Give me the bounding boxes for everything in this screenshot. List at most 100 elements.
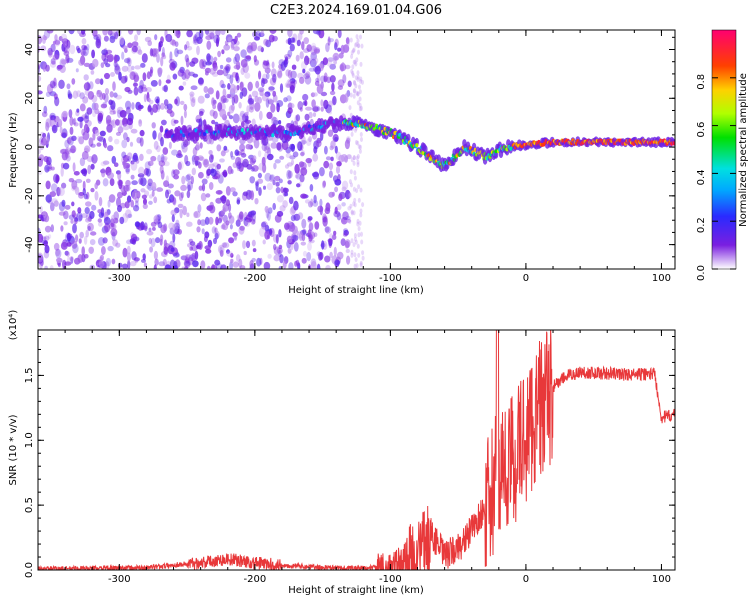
heatmap-cell bbox=[275, 181, 280, 188]
heatmap-cell bbox=[54, 248, 61, 257]
heatmap-cell bbox=[346, 255, 351, 265]
heatmap-cell bbox=[311, 57, 319, 65]
heatmap-cell bbox=[218, 123, 223, 132]
heatmap-cell bbox=[310, 198, 314, 207]
heatmap-cell bbox=[348, 192, 352, 198]
heatmap-cell bbox=[242, 63, 249, 74]
heatmap-cell bbox=[238, 102, 242, 109]
heatmap-cell bbox=[142, 72, 147, 82]
heatmap-cell bbox=[254, 102, 261, 112]
heatmap-cell bbox=[240, 49, 247, 58]
heatmap-cell bbox=[174, 190, 181, 197]
heatmap-cell bbox=[161, 155, 168, 161]
heatmap-cell bbox=[353, 170, 357, 176]
heatmap-cell bbox=[273, 244, 277, 251]
heatmap-cell bbox=[336, 161, 342, 167]
heatmap-cell bbox=[316, 73, 321, 83]
heatmap-cell bbox=[201, 228, 205, 235]
y-tick-label: 0.5 bbox=[24, 497, 35, 513]
heatmap-cell bbox=[359, 61, 363, 67]
heatmap-cell bbox=[174, 30, 178, 37]
heatmap-cell bbox=[406, 133, 411, 142]
heatmap-cell bbox=[306, 251, 312, 262]
heatmap-cell bbox=[320, 106, 324, 112]
heatmap-cell bbox=[180, 184, 188, 191]
heatmap-cell bbox=[322, 57, 328, 66]
heatmap-cell bbox=[360, 137, 363, 142]
heatmap-cell bbox=[264, 205, 269, 213]
heatmap-cell bbox=[70, 145, 77, 154]
heatmap-cell bbox=[109, 222, 115, 230]
heatmap-cell bbox=[82, 96, 89, 104]
heatmap-cell bbox=[326, 59, 333, 67]
heatmap-cell bbox=[234, 35, 238, 43]
heatmap-cell bbox=[163, 246, 169, 255]
heatmap-cell bbox=[153, 250, 158, 260]
heatmap-cell bbox=[68, 109, 73, 118]
heatmap-cell bbox=[350, 131, 354, 137]
heatmap-cell bbox=[229, 83, 236, 94]
heatmap-cell bbox=[267, 153, 274, 161]
spectrogram-frame bbox=[37, 29, 676, 270]
heatmap-cell bbox=[252, 248, 257, 253]
heatmap-cell bbox=[352, 155, 356, 161]
heatmap-cell bbox=[107, 30, 113, 36]
heatmap-cell bbox=[177, 161, 182, 171]
x-tick-label: -200 bbox=[243, 273, 266, 284]
heatmap-cell bbox=[131, 41, 139, 47]
heatmap-cell bbox=[316, 263, 321, 269]
heatmap-cell bbox=[334, 38, 339, 48]
heatmap-cell bbox=[70, 256, 74, 264]
heatmap-cell bbox=[345, 215, 351, 221]
heatmap-cell bbox=[146, 231, 154, 236]
heatmap-cell bbox=[114, 65, 121, 75]
heatmap-cell bbox=[228, 237, 235, 244]
heatmap-cell bbox=[133, 257, 140, 262]
heatmap-cell bbox=[40, 45, 47, 52]
heatmap-cell bbox=[127, 57, 132, 67]
heatmap-cell bbox=[272, 35, 278, 42]
heatmap-cell bbox=[351, 64, 355, 70]
heatmap-cell bbox=[310, 45, 318, 56]
heatmap-cell bbox=[287, 69, 293, 79]
heatmap-cell bbox=[361, 255, 365, 261]
heatmap-cell bbox=[152, 53, 158, 58]
heatmap-cell bbox=[285, 69, 291, 77]
heatmap-cell bbox=[113, 54, 118, 64]
heatmap-cell bbox=[672, 141, 675, 146]
heatmap-cell bbox=[179, 100, 185, 105]
heatmap-cell bbox=[332, 76, 336, 81]
heatmap-cell bbox=[182, 81, 187, 86]
heatmap-cell bbox=[105, 220, 110, 229]
heatmap-cell bbox=[72, 90, 79, 99]
heatmap-cell bbox=[356, 100, 360, 106]
heatmap-cell bbox=[43, 214, 50, 223]
heatmap-cell bbox=[244, 72, 251, 79]
heatmap-cell bbox=[154, 258, 159, 266]
heatmap-cell bbox=[203, 159, 208, 166]
heatmap-cell bbox=[271, 136, 279, 143]
heatmap-cell bbox=[169, 51, 173, 61]
heatmap-cell bbox=[109, 110, 116, 115]
heatmap-cell bbox=[164, 104, 169, 110]
heatmap-cell bbox=[193, 34, 198, 44]
heatmap-cell bbox=[38, 170, 43, 175]
heatmap-cell bbox=[80, 48, 86, 56]
heatmap-cell bbox=[116, 197, 121, 208]
heatmap-cell bbox=[76, 90, 81, 98]
heatmap-cell bbox=[83, 115, 90, 124]
heatmap-cell bbox=[292, 235, 299, 241]
heatmap-cell bbox=[133, 86, 139, 96]
heatmap-cell bbox=[493, 150, 499, 159]
heatmap-cell bbox=[288, 262, 294, 269]
heatmap-cell bbox=[353, 80, 357, 86]
heatmap-cell bbox=[282, 200, 288, 208]
heatmap-cell bbox=[299, 30, 304, 35]
heatmap-cell bbox=[238, 225, 245, 235]
heatmap-cell bbox=[126, 195, 132, 203]
heatmap-cell bbox=[130, 160, 138, 171]
heatmap-cell bbox=[118, 119, 123, 128]
heatmap-cell bbox=[356, 70, 360, 76]
y-tick-label: -20 bbox=[24, 188, 35, 204]
heatmap-cell bbox=[268, 207, 273, 214]
